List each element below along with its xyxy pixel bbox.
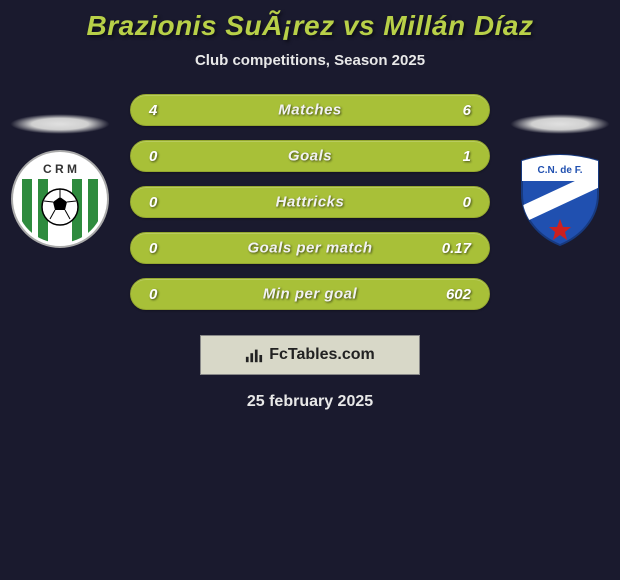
stat-right-val: 602 — [446, 286, 471, 303]
right-column: C.N. de F. — [505, 94, 615, 249]
stat-right-val: 1 — [463, 148, 471, 165]
stat-right-val: 0.17 — [442, 240, 471, 257]
stat-label: Matches — [278, 102, 342, 119]
stat-bar-min-per-goal: 0 Min per goal 602 — [130, 278, 490, 310]
comparison-card: Brazionis SuÃ¡rez vs Millán Díaz Club co… — [0, 0, 620, 411]
right-crest-letters: C.N. de F. — [537, 165, 582, 176]
right-crest: C.N. de F. — [510, 149, 610, 249]
stat-left-val: 0 — [149, 194, 157, 211]
stat-bar-hattricks: 0 Hattricks 0 — [130, 186, 490, 218]
stat-label: Min per goal — [263, 286, 357, 303]
stat-bar-goals: 0 Goals 1 — [130, 140, 490, 172]
stat-label: Goals per match — [247, 240, 372, 257]
stat-bar-matches: 4 Matches 6 — [130, 94, 490, 126]
stat-left-val: 4 — [149, 102, 157, 119]
stat-bar-goals-per-match: 0 Goals per match 0.17 — [130, 232, 490, 264]
left-shadow — [10, 114, 110, 134]
stat-right-val: 0 — [463, 194, 471, 211]
stats-column: 4 Matches 6 0 Goals 1 0 Hattricks 0 0 Go… — [115, 94, 505, 310]
left-column: C R M — [5, 94, 115, 249]
left-crest: C R M — [10, 149, 110, 249]
stat-left-val: 0 — [149, 148, 157, 165]
stat-left-val: 0 — [149, 286, 157, 303]
site-logo-text: FcTables.com — [269, 346, 375, 364]
bar-chart-icon — [245, 346, 263, 364]
date-text: 25 february 2025 — [0, 393, 620, 411]
site-logo[interactable]: FcTables.com — [200, 335, 420, 375]
stat-left-val: 0 — [149, 240, 157, 257]
subtitle: Club competitions, Season 2025 — [0, 52, 620, 69]
stat-right-val: 6 — [463, 102, 471, 119]
stat-label: Hattricks — [276, 194, 345, 211]
right-shadow — [510, 114, 610, 134]
stat-label: Goals — [288, 148, 332, 165]
page-title: Brazionis SuÃ¡rez vs Millán Díaz — [0, 10, 620, 42]
main-row: C R M — [0, 94, 620, 310]
left-crest-letters: C R M — [43, 162, 77, 176]
